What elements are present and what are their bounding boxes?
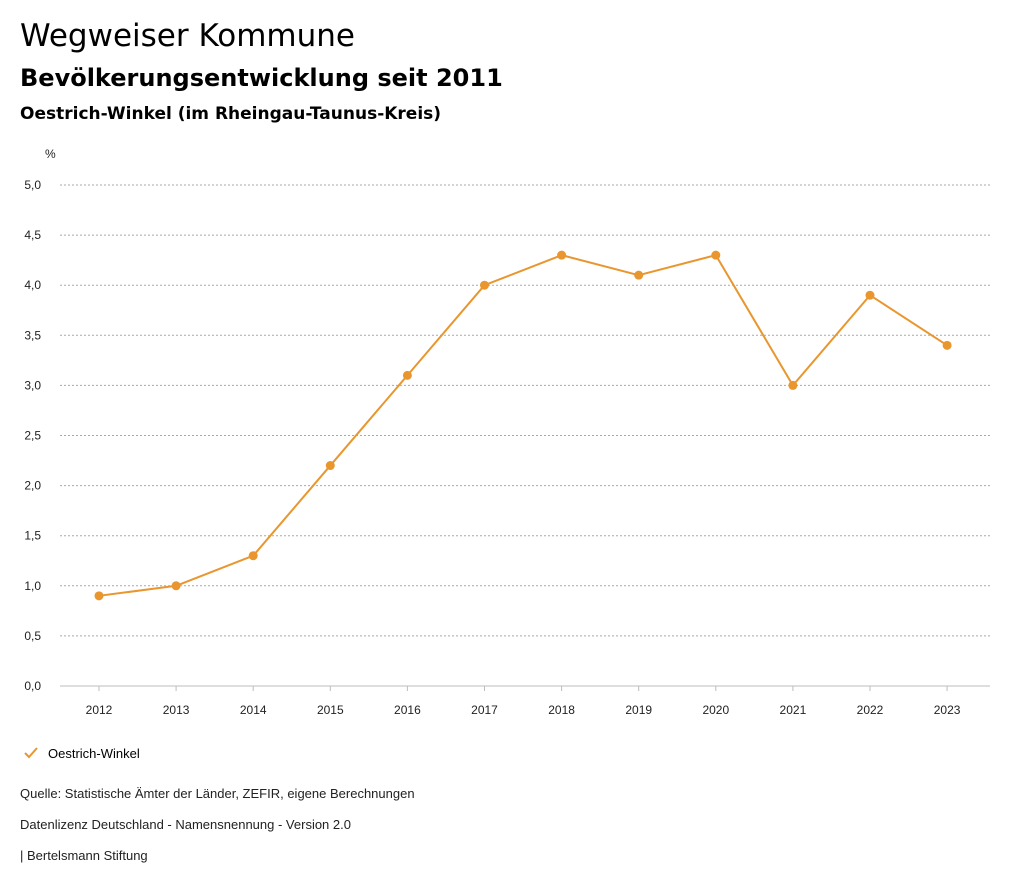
x-tick-label: 2023: [934, 703, 961, 717]
y-axis-ticks: 0,0 0,5 1,0 1,5 2,0 2,5 3,0 3,5 4,0 4,5 5,0: [24, 178, 41, 693]
y-tick-label: 0,0: [24, 679, 41, 693]
data-point[interactable]: [325, 461, 335, 471]
data-point[interactable]: [942, 340, 952, 350]
chart-subtitle: Bevölkerungsentwicklung seit 2011: [20, 64, 503, 92]
y-tick-label: 3,0: [24, 378, 41, 392]
source-note: Quelle: Statistische Ämter der Länder, Z…: [20, 786, 415, 801]
y-tick-label: 1,5: [24, 529, 41, 543]
x-tick-label: 2018: [548, 703, 575, 717]
data-point[interactable]: [865, 290, 875, 300]
x-tick-label: 2016: [394, 703, 421, 717]
x-tick-label: 2015: [317, 703, 344, 717]
x-tick-label: 2017: [471, 703, 498, 717]
data-point[interactable]: [557, 250, 567, 260]
data-point[interactable]: [711, 250, 721, 260]
page-title: Wegweiser Kommune: [20, 18, 355, 54]
y-tick-label: 2,5: [24, 429, 41, 443]
legend[interactable]: Oestrich-Winkel: [22, 744, 140, 762]
x-tick-label: 2013: [163, 703, 190, 717]
data-point[interactable]: [480, 280, 489, 290]
data-point[interactable]: [634, 270, 644, 280]
legend-label: Oestrich-Winkel: [48, 745, 140, 761]
y-tick-label: 4,5: [24, 228, 41, 242]
chart-grid: [60, 184, 990, 687]
y-tick-label: 4,0: [24, 278, 41, 292]
y-tick-label: 3,5: [24, 328, 41, 342]
series-line: [98, 254, 948, 597]
data-point[interactable]: [171, 581, 181, 591]
region-label: Oestrich-Winkel (im Rheingau-Taunus-Krei…: [20, 104, 442, 124]
legend-check-icon: [24, 747, 38, 759]
credit-note: | Bertelsmann Stiftung: [20, 848, 148, 863]
license-note: Datenlizenz Deutschland - Namensnennung …: [20, 817, 351, 832]
y-tick-label: 1,0: [24, 579, 41, 593]
x-tick-label: 2021: [780, 703, 807, 717]
y-tick-label: 0,5: [24, 629, 41, 643]
y-tick-label: 2,0: [24, 479, 41, 493]
line-chart: 0,00,51,01,52,02,53,03,54,04,55,0 2012 20…: [24, 147, 990, 717]
y-axis-unit: %: [45, 147, 56, 161]
y-tick-label: 5,0: [24, 178, 41, 192]
x-tick-label: 2020: [702, 703, 729, 717]
x-tick-label: 2019: [625, 703, 652, 717]
x-tick-label: 2022: [857, 703, 884, 717]
series-oestrich-winkel: [94, 250, 952, 601]
data-point[interactable]: [94, 591, 104, 601]
x-tick-label: 2014: [240, 703, 267, 717]
data-point[interactable]: [402, 370, 412, 380]
x-tick-label: 2012: [86, 703, 113, 717]
data-point[interactable]: [788, 380, 798, 390]
data-point[interactable]: [248, 551, 258, 561]
x-axis-ticks: 2012 2013 2014 2015 2016 2017 2018 2019 2020 2021…: [86, 686, 961, 717]
